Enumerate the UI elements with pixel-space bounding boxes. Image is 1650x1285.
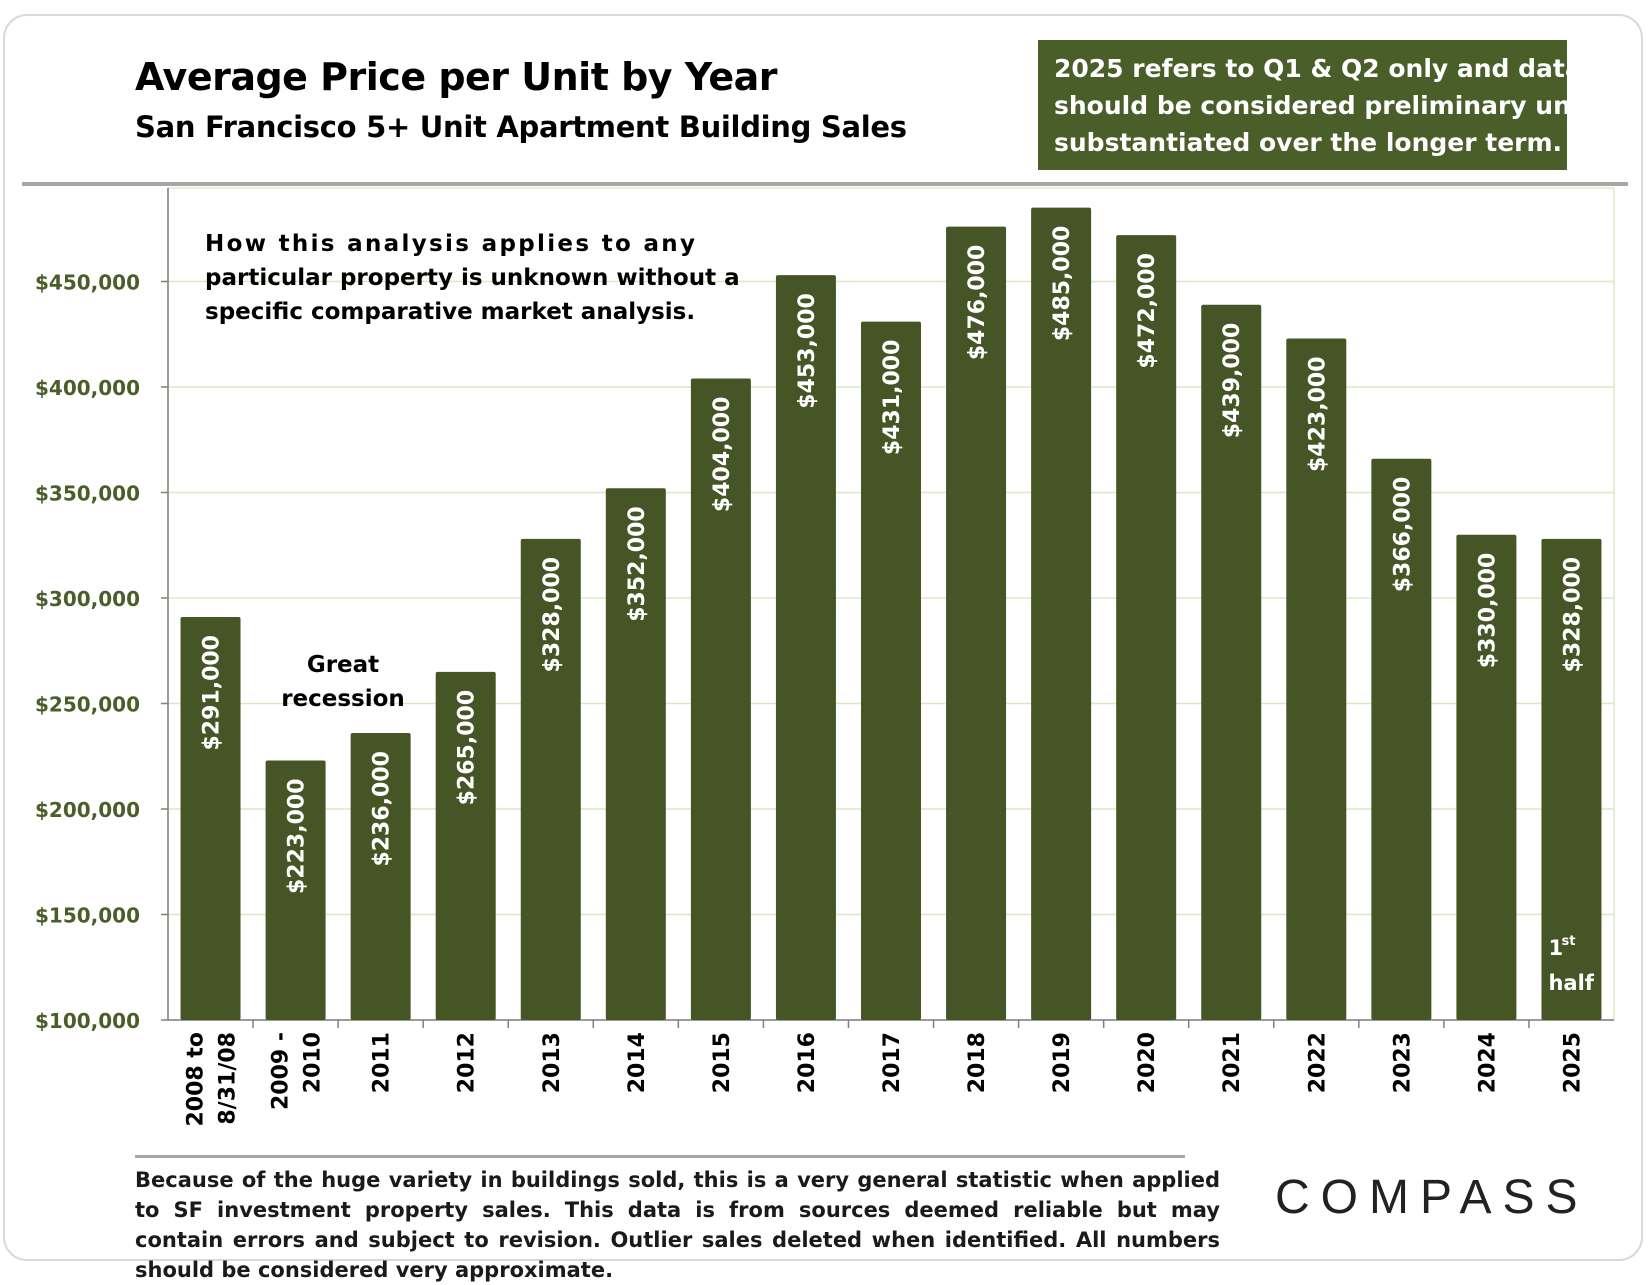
bar-value-label: $472,000 <box>1135 253 1160 369</box>
chart-title: Average Price per Unit by Year <box>135 55 777 99</box>
y-tick-label: $400,000 <box>35 376 140 400</box>
half-label: half <box>1548 971 1594 995</box>
footer-divider <box>135 1155 1185 1158</box>
bar-value-label: $265,000 <box>455 690 480 806</box>
bar <box>520 538 581 1020</box>
bar <box>605 488 666 1020</box>
x-category-label: 2021 <box>1220 1032 1245 1093</box>
x-category-label: 2019 <box>1050 1032 1075 1093</box>
x-category-label: 2017 <box>880 1032 905 1093</box>
x-category-label: 2011 <box>370 1032 395 1093</box>
x-category-label: 2013 <box>540 1032 565 1093</box>
bar-value-label: $328,000 <box>540 557 565 673</box>
note-line: substantiated over the longer term. <box>1054 128 1563 157</box>
analysis-note-line: specific comparative market analysis. <box>205 299 695 325</box>
x-category-label: 2015 <box>710 1032 735 1093</box>
bar-value-label: $404,000 <box>710 397 735 513</box>
bar <box>265 760 326 1020</box>
y-tick-label: $350,000 <box>35 482 140 506</box>
analysis-note-line: How this analysis applies to any <box>205 231 695 257</box>
x-category-label: 8/31/08 <box>216 1032 241 1125</box>
bar <box>690 378 751 1020</box>
y-tick-label: $100,000 <box>35 1009 140 1033</box>
y-tick-label: $300,000 <box>35 587 140 611</box>
bar-value-label: $476,000 <box>965 245 990 361</box>
y-tick-label: $150,000 <box>35 904 140 928</box>
x-category-label: 2012 <box>455 1032 480 1093</box>
x-category-label: 2010 <box>301 1032 326 1093</box>
bar <box>1031 207 1092 1020</box>
bar <box>946 226 1007 1020</box>
bar <box>861 321 921 1021</box>
bar-value-label: $439,000 <box>1220 323 1245 439</box>
y-tick-label: $250,000 <box>35 693 140 717</box>
x-category-label: 2022 <box>1305 1032 1330 1093</box>
y-tick-label: $450,000 <box>35 271 140 295</box>
bar-value-label: $431,000 <box>880 340 905 456</box>
disclaimer-text: Because of the huge variety in buildings… <box>135 1168 1220 1282</box>
recession-note-line: Great <box>307 652 379 678</box>
bar <box>1286 338 1347 1021</box>
bar-value-label: $223,000 <box>285 778 310 894</box>
x-category-label: 2023 <box>1390 1032 1415 1093</box>
x-category-label: 2016 <box>795 1032 820 1093</box>
bar-value-label: $328,000 <box>1560 557 1585 673</box>
bar-value-label: $291,000 <box>200 635 225 751</box>
analysis-note-line: particular property is unknown without a <box>205 265 740 291</box>
bar <box>350 733 411 1020</box>
bar <box>1201 304 1262 1021</box>
x-category-label: 2020 <box>1135 1032 1160 1093</box>
bar <box>775 275 836 1020</box>
bar-chart: $100,000 $150,000 $200,000 $250,000 $300,000… <box>35 187 1615 1127</box>
bar-value-label: $485,000 <box>1050 226 1075 342</box>
x-category-label: 2008 to <box>184 1032 209 1127</box>
x-category-label: 2024 <box>1475 1032 1500 1093</box>
bar-value-label: $366,000 <box>1390 477 1415 593</box>
note-line: should be considered preliminary until <box>1054 91 1600 120</box>
x-category-label: 2014 <box>625 1032 650 1093</box>
bar-value-label: $352,000 <box>625 506 650 622</box>
chart-subtitle: San Francisco 5+ Unit Apartment Building… <box>135 110 907 144</box>
bar-value-label: $453,000 <box>795 293 820 409</box>
bar <box>1541 538 1602 1020</box>
first-half-superscript: st <box>1561 934 1575 949</box>
recession-note-line: recession <box>281 686 405 712</box>
bar <box>1371 458 1432 1020</box>
bar <box>435 671 496 1020</box>
first-half-label: 1 <box>1548 936 1563 960</box>
x-category-label: 2025 <box>1560 1032 1585 1093</box>
bar <box>1456 534 1517 1020</box>
y-tick-label: $200,000 <box>35 798 140 822</box>
bar <box>1116 235 1177 1020</box>
preliminary-note-box: 2025 refers to Q1 & Q2 only and data sho… <box>1038 40 1600 170</box>
x-category-label: 2018 <box>965 1032 990 1093</box>
bar-value-label: $330,000 <box>1475 553 1500 669</box>
bar-value-label: $423,000 <box>1305 356 1330 472</box>
note-line: 2025 refers to Q1 & Q2 only and data <box>1054 54 1582 83</box>
bar-value-label: $236,000 <box>370 751 395 867</box>
bar <box>180 616 241 1020</box>
x-category-label: 2009 - <box>269 1032 294 1110</box>
header-divider <box>22 182 1628 186</box>
compass-logo: COMPASS <box>1275 1171 1589 1224</box>
